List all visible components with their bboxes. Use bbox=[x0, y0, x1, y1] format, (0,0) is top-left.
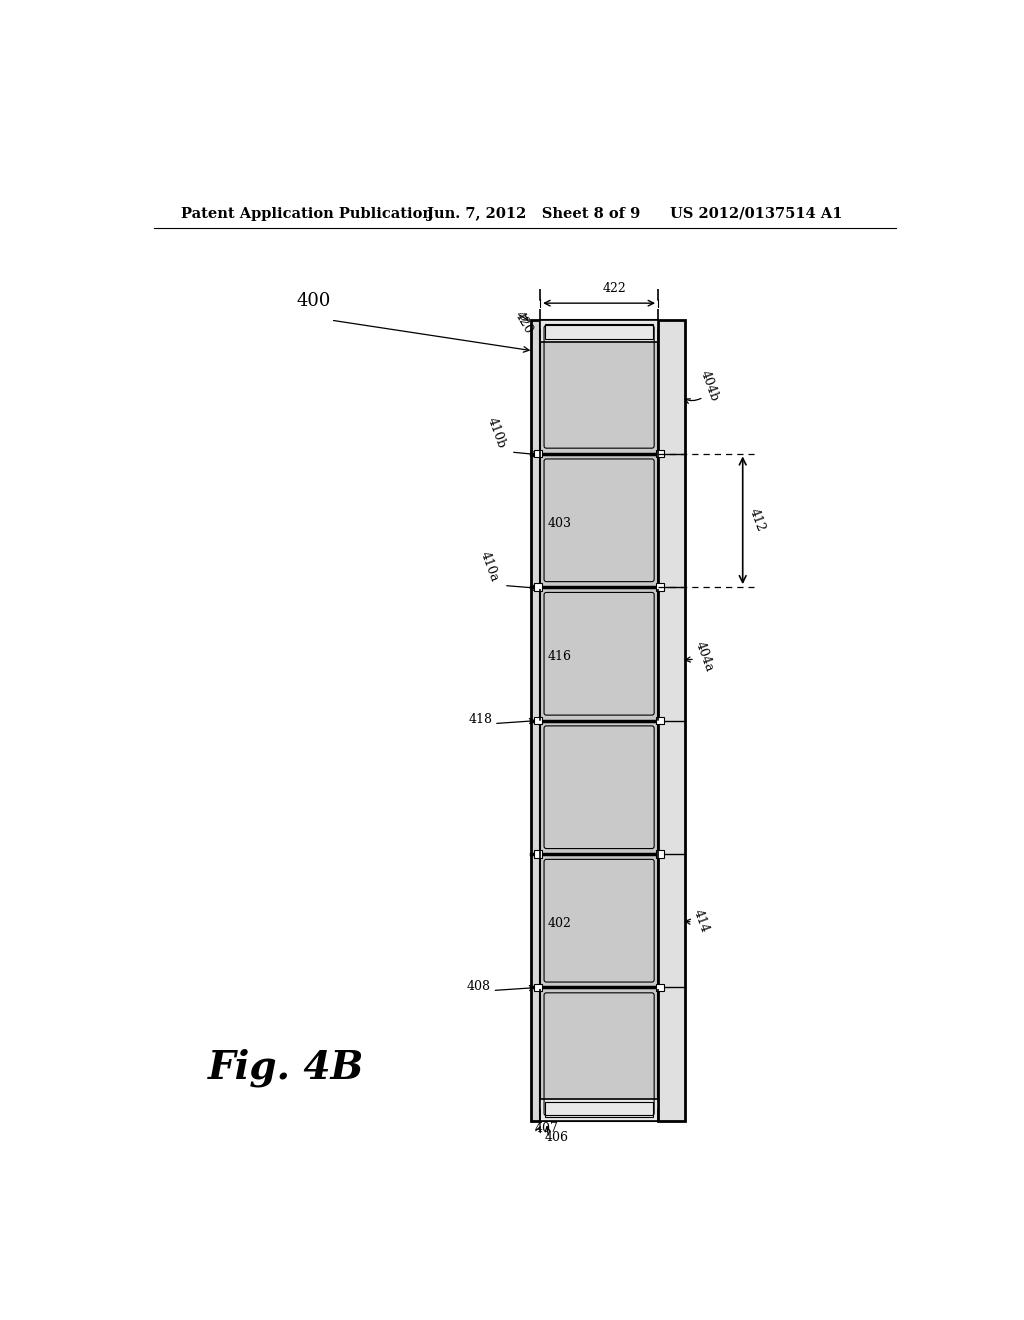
Bar bbox=[535, 450, 542, 458]
Bar bbox=[656, 583, 665, 591]
Text: 404b: 404b bbox=[698, 368, 721, 403]
Text: 400: 400 bbox=[296, 292, 331, 310]
Bar bbox=[545, 323, 653, 339]
Bar bbox=[656, 717, 665, 725]
Bar bbox=[542, 589, 656, 719]
Bar bbox=[541, 1100, 658, 1121]
Bar bbox=[535, 850, 542, 858]
Text: 416: 416 bbox=[548, 651, 571, 664]
Text: 420: 420 bbox=[512, 309, 536, 337]
Text: 418: 418 bbox=[468, 713, 493, 726]
Bar bbox=[542, 989, 656, 1119]
Text: 403: 403 bbox=[548, 517, 571, 529]
Bar bbox=[542, 855, 656, 986]
Bar bbox=[535, 583, 542, 591]
Text: Fig. 4B: Fig. 4B bbox=[208, 1048, 364, 1088]
Text: 402: 402 bbox=[548, 917, 571, 931]
Bar bbox=[541, 321, 658, 1121]
Bar bbox=[541, 321, 658, 342]
Text: 410b: 410b bbox=[484, 414, 508, 450]
Text: 408: 408 bbox=[467, 979, 490, 993]
Bar bbox=[531, 321, 541, 1121]
Bar bbox=[542, 722, 656, 853]
Text: 414: 414 bbox=[691, 907, 712, 935]
Text: 407: 407 bbox=[535, 1122, 559, 1135]
Bar bbox=[542, 455, 656, 586]
Bar bbox=[658, 321, 685, 1121]
Bar bbox=[656, 850, 665, 858]
Bar bbox=[542, 322, 656, 451]
Text: US 2012/0137514 A1: US 2012/0137514 A1 bbox=[670, 207, 842, 220]
Text: Jun. 7, 2012   Sheet 8 of 9: Jun. 7, 2012 Sheet 8 of 9 bbox=[427, 207, 640, 220]
Text: 404a: 404a bbox=[692, 639, 716, 673]
Bar bbox=[535, 717, 542, 725]
Text: 422: 422 bbox=[603, 282, 627, 296]
Bar bbox=[656, 983, 665, 991]
Bar bbox=[656, 450, 665, 458]
Text: Patent Application Publication: Patent Application Publication bbox=[180, 207, 432, 220]
Text: 410a: 410a bbox=[478, 549, 501, 583]
Text: 406: 406 bbox=[545, 1131, 568, 1144]
Bar bbox=[535, 983, 542, 991]
Text: 412: 412 bbox=[746, 507, 767, 533]
Bar bbox=[545, 1102, 653, 1117]
